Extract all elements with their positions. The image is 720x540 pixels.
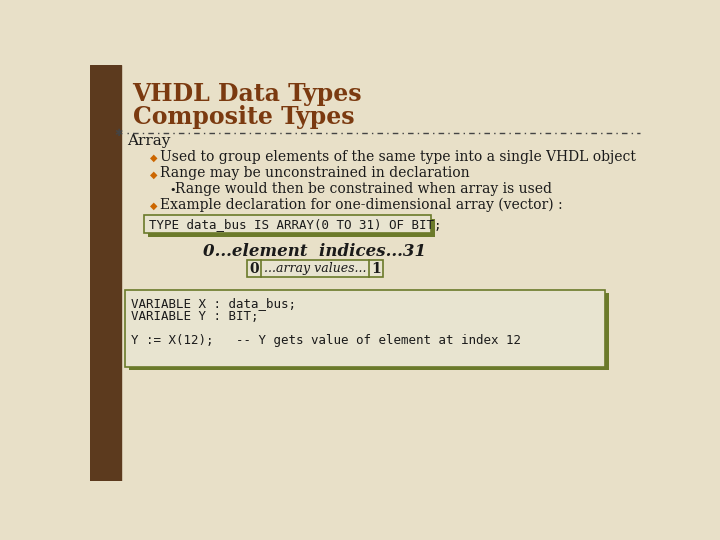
Text: Range would then be constrained when array is used: Range would then be constrained when arr… — [175, 182, 552, 196]
Text: ◆: ◆ — [150, 170, 158, 179]
Text: ...array values...: ...array values... — [264, 262, 366, 275]
Text: Range may be unconstrained in declaration: Range may be unconstrained in declaratio… — [160, 166, 469, 180]
Text: Example declaration for one-dimensional array (vector) :: Example declaration for one-dimensional … — [160, 198, 562, 212]
Text: Y := X(12);   -- Y gets value of element at index 12: Y := X(12); -- Y gets value of element a… — [131, 334, 521, 347]
Bar — [248, 260, 383, 278]
Bar — [125, 289, 606, 367]
Text: ◆: ◆ — [150, 201, 158, 211]
Text: VARIABLE Y : BIT;: VARIABLE Y : BIT; — [131, 309, 258, 323]
Text: •: • — [169, 185, 176, 195]
Text: Array: Array — [127, 134, 171, 148]
Bar — [148, 219, 435, 237]
Text: TYPE data_bus IS ARRAY(0 TO 31) OF BIT;: TYPE data_bus IS ARRAY(0 TO 31) OF BIT; — [149, 218, 441, 231]
Text: 0: 0 — [250, 262, 259, 276]
Text: ◆: ◆ — [150, 153, 158, 163]
Text: ✱: ✱ — [114, 127, 122, 138]
Text: Used to group elements of the same type into a single VHDL object: Used to group elements of the same type … — [160, 150, 636, 164]
Text: Composite Types: Composite Types — [132, 105, 354, 129]
Text: 1: 1 — [371, 262, 381, 276]
Bar — [129, 294, 609, 370]
Text: 0...element  indices...31: 0...element indices...31 — [203, 244, 426, 260]
Bar — [144, 215, 431, 233]
Text: VHDL Data Types: VHDL Data Types — [132, 82, 362, 106]
Text: VARIABLE X : data_bus;: VARIABLE X : data_bus; — [131, 298, 296, 310]
Bar — [90, 65, 121, 481]
